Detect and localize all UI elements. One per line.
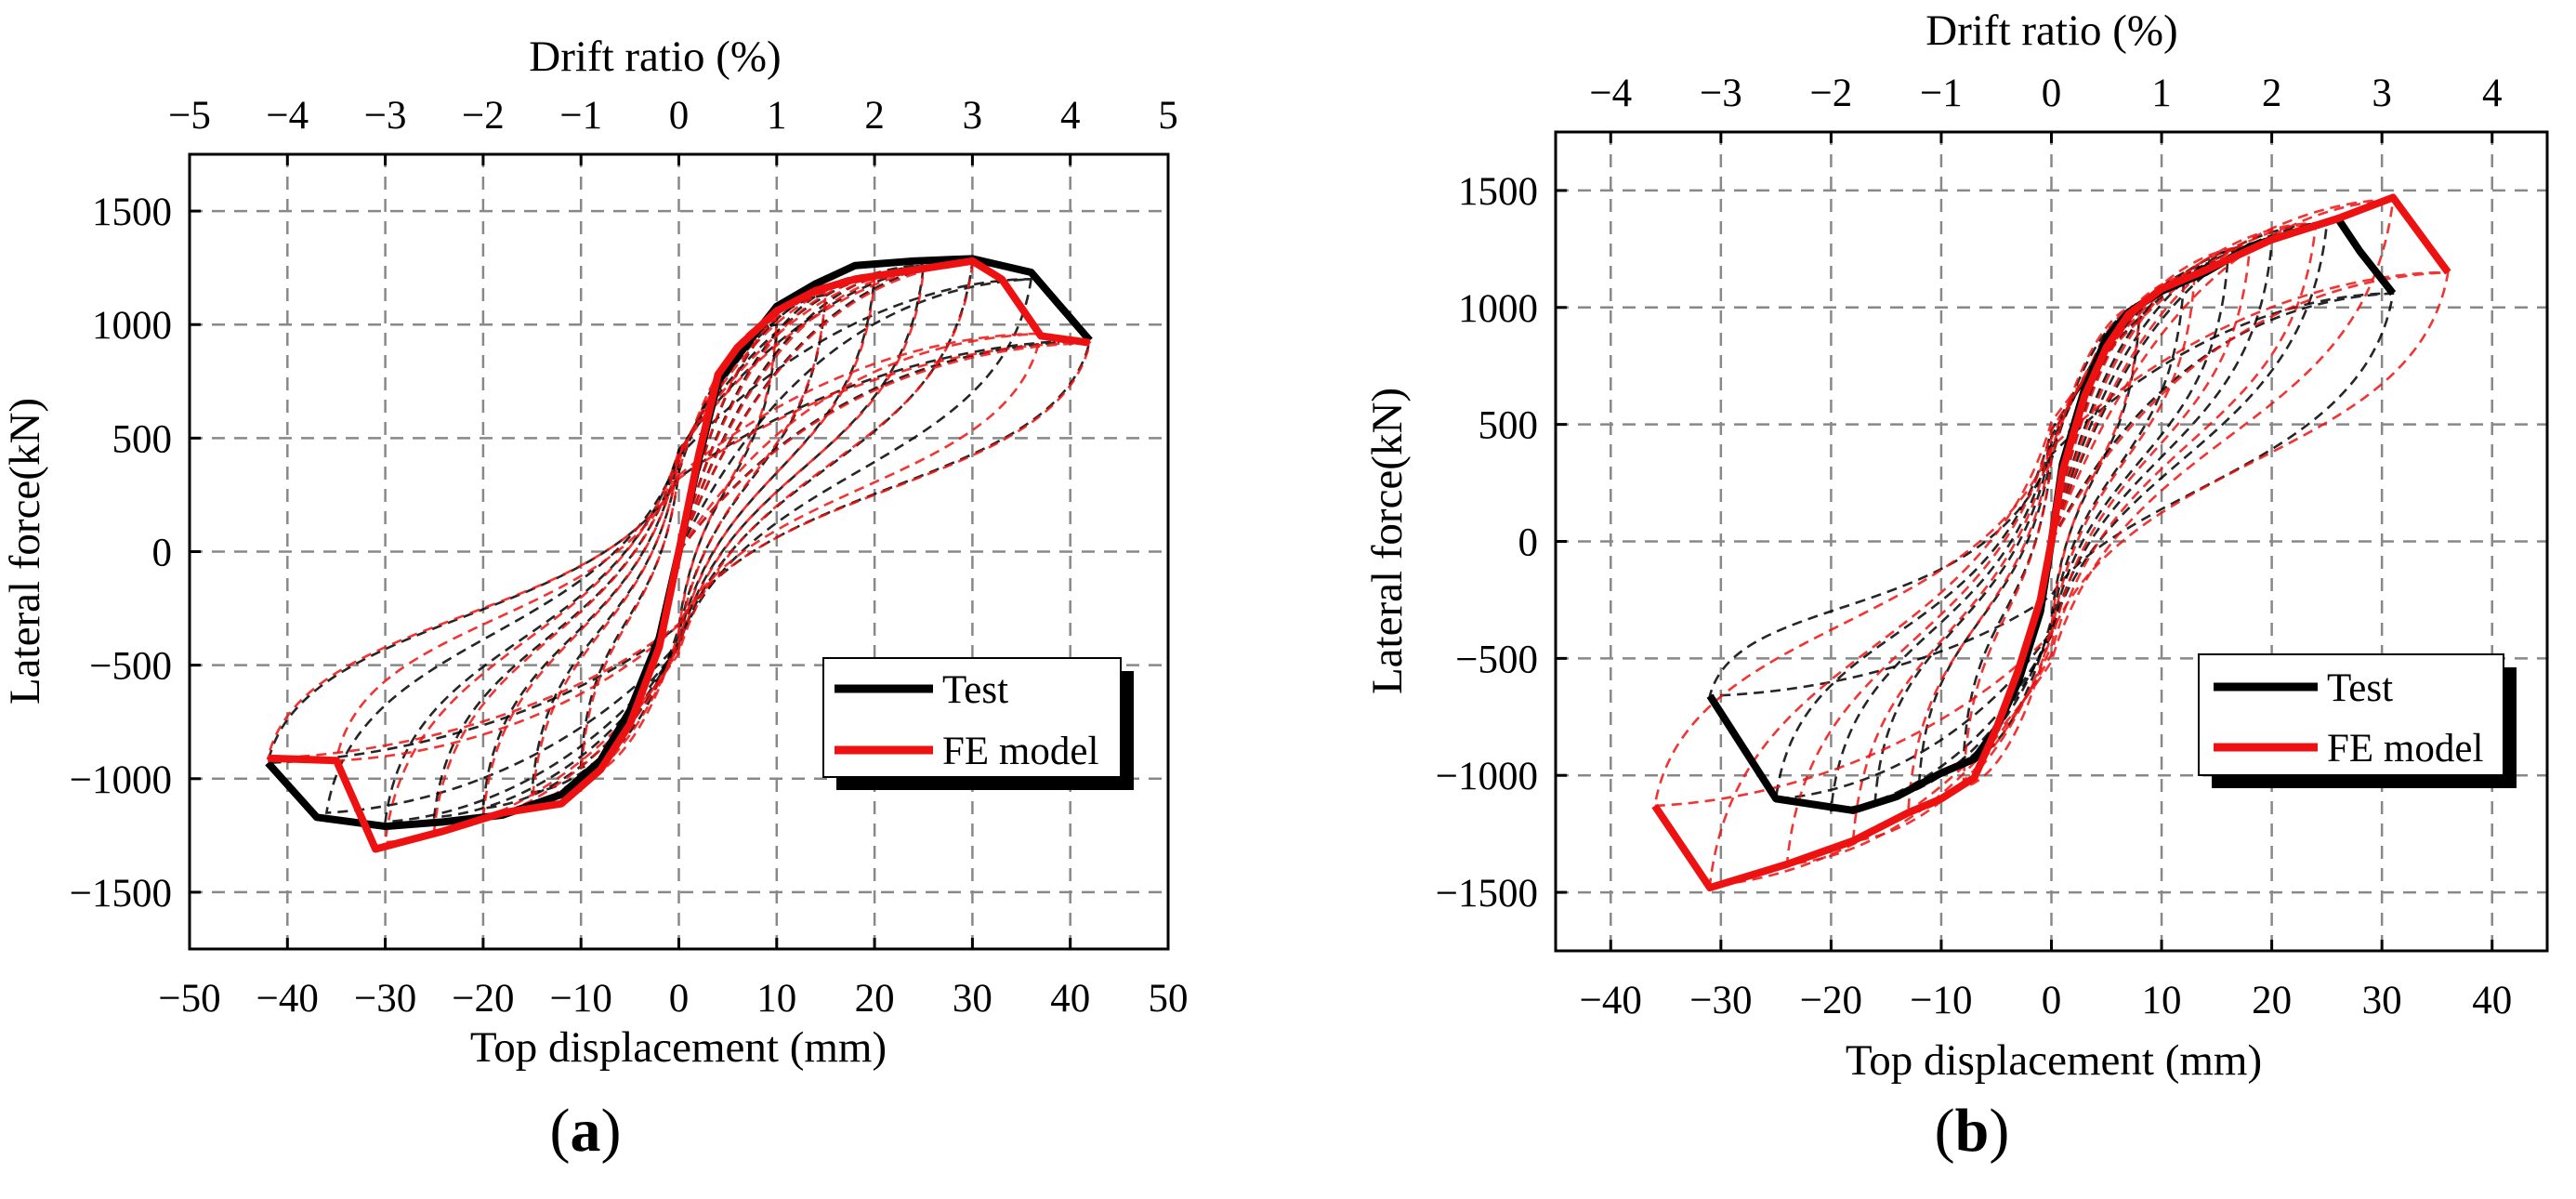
panel-b-top-tick-label: 3 <box>2372 72 2392 115</box>
panel-a-y-tick-label: 1500 <box>92 191 172 234</box>
panel-a-legend: Test FE model <box>822 657 1134 790</box>
panel-a-x-tick-label: −30 <box>354 977 416 1021</box>
panel-b-y-axis-title: Lateral force(kN) <box>1363 388 1412 694</box>
panel-a-label-letter: a <box>571 1097 601 1165</box>
panel-a-envelope-fe-model <box>268 257 1091 853</box>
panel-a-y-tick-label: 1000 <box>92 304 172 348</box>
panel-b-x-tick-label: −30 <box>1689 979 1752 1022</box>
panel-a-ticks: −50 −40 −30 −20 −10 0 10 20 30 40 50−5 −4 −3 −2 −1 0 1 2 3… <box>70 94 1189 1021</box>
panel-a-fe-loop-0 <box>579 318 779 781</box>
panel-a-test-loop-0 <box>579 323 779 770</box>
panel-a-y-tick-label: −1000 <box>70 758 172 802</box>
panel-a-top-tick-label: −2 <box>462 94 505 138</box>
panel-b-fe-loop-0 <box>1962 303 2141 789</box>
panel-b-top-tick-label: −1 <box>1920 72 1963 115</box>
panel-b-legend: Test FE model <box>2198 653 2517 788</box>
panel-a-top-axis-title: Drift ratio (%) <box>529 33 781 81</box>
panel-b-top-tick-label: −4 <box>1589 72 1632 115</box>
panel-b-label-close: ) <box>1989 1097 2009 1165</box>
panel-a-legend-test-label: Test <box>942 668 1008 712</box>
panel-a-x-tick-label: −50 <box>158 977 220 1021</box>
panel-b-label-open: ( <box>1935 1097 1955 1165</box>
panel-b-legend-test-label: Test <box>2327 666 2393 710</box>
panel-b-top-tick-label: 4 <box>2482 72 2503 115</box>
panel-a-x-tick-label: 10 <box>756 977 796 1021</box>
panel-b-y-tick-label: −1500 <box>1436 872 1538 916</box>
panel-a-y-tick-label: 500 <box>112 417 173 461</box>
panel-a-legend-box <box>822 657 1122 778</box>
panel-b-fe-loop-3 <box>1785 221 2318 866</box>
panel-a-x-tick-label: 0 <box>669 977 690 1021</box>
panel-b-x-tick-label: 10 <box>2142 979 2182 1022</box>
panel-b: −40 −30 −20 −10 0 10 20 30 40−4 −3 −2 −1 0 1 2 3 4−1500−… <box>1363 7 2549 1165</box>
panel-b-y-tick-label: 1500 <box>1458 170 1538 214</box>
panel-a-top-tick-label: 2 <box>864 94 885 138</box>
panel-a-top-tick-label: −3 <box>364 94 407 138</box>
panel-a-top-tick-label: −1 <box>559 94 602 138</box>
panel-b-y-tick-label: −500 <box>1455 638 1538 681</box>
panel-b-y-tick-label: 500 <box>1479 404 1539 448</box>
panel-b-y-tick-label: −1000 <box>1436 755 1538 798</box>
panel-b-top-tick-label: 0 <box>2042 72 2062 115</box>
panel-b-test-loop-2 <box>1873 258 2229 803</box>
panel-b-grid <box>1556 132 2547 951</box>
panel-b-envelope-fe-model <box>1651 193 2451 892</box>
panel-b-fe-loop-1 <box>1906 273 2197 814</box>
panel-b-ticks: −40 −30 −20 −10 0 10 20 30 40−4 −3 −2 −1 0 1 2 3 4−1500−… <box>1436 72 2512 1022</box>
panel-a-label-open: ( <box>550 1097 571 1165</box>
panel-a-top-tick-label: 1 <box>767 94 787 138</box>
panel-a-x-tick-label: 40 <box>1050 977 1090 1021</box>
panel-a-x-tick-label: −40 <box>256 977 319 1021</box>
panel-b-envelopes <box>1651 193 2451 892</box>
panel-a-test-loop-5 <box>324 277 1033 814</box>
panel-a-y-tick-label: −1500 <box>70 872 172 916</box>
panel-a-fe-loop-5 <box>335 332 1043 762</box>
panel-b-x-tick-label: −40 <box>1580 979 1642 1022</box>
panel-b-legend-fe-label: FE model <box>2327 727 2483 771</box>
panel-a-top-tick-label: −5 <box>168 94 211 138</box>
panel-b-label: (b) <box>1935 1097 2010 1165</box>
panel-b-x-axis-title: Top displacement (mm) <box>1846 1036 2262 1085</box>
panel-b-y-tick-label: 1000 <box>1458 287 1538 331</box>
panel-b-x-tick-label: 30 <box>2362 979 2402 1022</box>
panel-a-envelopes <box>265 255 1093 853</box>
panel-b-top-tick-label: −3 <box>1700 72 1742 115</box>
panel-b-x-tick-label: −20 <box>1800 979 1862 1022</box>
panel-a-x-tick-label: 30 <box>953 977 992 1021</box>
panel-a-y-tick-label: 0 <box>152 532 173 575</box>
panel-b-y-tick-label: 0 <box>1518 521 1539 565</box>
panel-a-top-tick-label: 4 <box>1060 94 1081 138</box>
panel-a-top-tick-label: 3 <box>963 94 983 138</box>
panel-b-label-letter: b <box>1955 1097 1990 1165</box>
panel-a-y-tick-label: −500 <box>89 645 172 689</box>
panel-a-x-tick-label: −10 <box>550 977 612 1021</box>
panel-a-legend-fe-label: FE model <box>942 730 1098 773</box>
panel-a-label-close: ) <box>601 1097 622 1165</box>
panel-b-top-tick-label: −2 <box>1810 72 1853 115</box>
panel-b-top-tick-label: 2 <box>2262 72 2282 115</box>
panel-a-label: (a) <box>550 1097 622 1165</box>
panel-a-fe-loop-2 <box>481 277 876 822</box>
panel-a-x-tick-label: 20 <box>855 977 895 1021</box>
panel-a-x-tick-label: −20 <box>452 977 514 1021</box>
panel-b-x-tick-label: 0 <box>2042 979 2062 1022</box>
panel-a-top-tick-label: −4 <box>266 94 309 138</box>
panel-b-top-axis-title: Drift ratio (%) <box>1925 7 2177 55</box>
panel-a-x-tick-label: 50 <box>1149 977 1189 1021</box>
panel-a-x-axis-title: Top displacement (mm) <box>470 1023 887 1072</box>
panel-b-x-tick-label: 20 <box>2252 979 2292 1022</box>
panel-b-test-loop-4 <box>1774 221 2329 800</box>
panel-a-y-axis-title: Lateral force(kN) <box>1 398 49 705</box>
panel-a: −50 −40 −30 −20 −10 0 10 20 30 40 50−5 −4 −3 −2 −1 0 1 2 3… <box>1 33 1189 1165</box>
panel-b-legend-box <box>2198 653 2504 776</box>
panel-a-top-tick-label: 5 <box>1158 94 1178 138</box>
panel-a-top-tick-label: 0 <box>669 94 690 138</box>
panel-b-top-tick-label: 1 <box>2151 72 2172 115</box>
panel-b-x-tick-label: 40 <box>2472 979 2512 1022</box>
panel-a-fe-loop-6 <box>266 341 1092 760</box>
panel-b-x-tick-label: −10 <box>1910 979 1972 1022</box>
